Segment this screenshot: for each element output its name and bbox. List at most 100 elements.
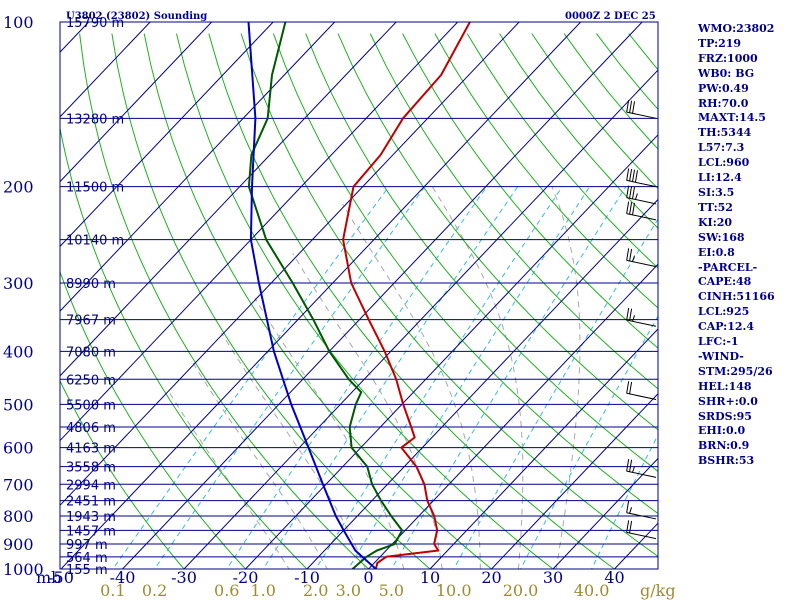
wind-barb-flag [629, 308, 633, 321]
dry-adiabat [272, 33, 658, 515]
plot-background [60, 22, 658, 569]
stat-item: TP:219 [698, 36, 742, 50]
height-labels: 15790 m 13280 m 11500 m 10140 m 8990 m 7967 m… [66, 16, 124, 578]
height-label: 997 m [66, 538, 108, 553]
stat-item: SI:3.5 [698, 185, 735, 199]
stat-item: PW:0.49 [698, 81, 749, 95]
stat-item: TH:5344 [698, 126, 752, 140]
mixing-ratio-unit-label: g/kg [640, 581, 676, 600]
isotherm-line [429, 328, 658, 569]
wind-barb-flag [629, 248, 633, 262]
mixing-ratio-tick-label: 10.0 [436, 581, 472, 600]
dry-adiabat [369, 33, 658, 390]
pressure-tick-label: 400 [3, 342, 34, 361]
mixing-ratio-line [262, 186, 519, 569]
wind-barb [626, 111, 657, 119]
wind-barb-flag [626, 201, 630, 214]
height-label: 10140 m [66, 234, 124, 249]
dewpoint-trace [247, 22, 404, 569]
wind-barb [626, 319, 657, 327]
height-label: 6250 m [66, 373, 116, 388]
valid-time: 0000Z 2 DEC 25 [565, 11, 656, 22]
dry-adiabat [60, 125, 308, 569]
mixing-ratio-axis: 0.1 0.2 0.6 1.0 2.0 3.0 5.0 10.0 20.0 40.0 [100, 581, 609, 600]
wind-barb-flag [629, 459, 633, 472]
dry-adiabat [60, 379, 185, 569]
pressure-tick-label: 1000 [3, 560, 44, 579]
isotherm-line [122, 22, 643, 569]
pressure-tick-label: 600 [3, 439, 34, 458]
wind-barbs [626, 100, 657, 540]
height-label: 1943 m [66, 510, 116, 525]
wind-barb-flag [626, 168, 630, 181]
isotherm-line [60, 22, 336, 312]
stat-item: EI:0.8 [698, 245, 735, 259]
stat-item: LCL:960 [698, 156, 750, 170]
moist-adiabat [342, 203, 481, 569]
dry-adiabat [337, 33, 658, 431]
height-label: 5500 m [66, 398, 116, 413]
moist-adiabat [167, 389, 290, 569]
stat-item: SW:168 [698, 230, 745, 244]
pressure-tick-label: 800 [3, 507, 34, 526]
moist-adiabat [431, 186, 524, 569]
wind-barb-flag [629, 381, 633, 395]
wind-barb [626, 213, 657, 221]
isotherm-line [60, 22, 397, 377]
wind-barb-flag [629, 186, 633, 199]
wind-barb [626, 392, 657, 401]
wind-barb [626, 470, 657, 478]
moist-adiabat [254, 298, 405, 569]
wind-barb [626, 259, 657, 268]
stat-item: CAP:12.4 [698, 320, 755, 334]
wind-barb-flag [629, 168, 633, 182]
mixing-ratio-tick-label: 40.0 [574, 581, 610, 600]
stat-item: LCL:925 [698, 305, 750, 319]
mixing-ratio-line [112, 186, 390, 569]
wind-barb-flag [632, 101, 636, 114]
wind-barb-flag [632, 466, 635, 473]
pressure-tick-label: 900 [3, 535, 34, 554]
pressure-tick-label: 700 [3, 475, 34, 494]
moist-adiabat [551, 186, 581, 569]
isotherm-line [60, 22, 274, 248]
wind-barb-flag [629, 202, 633, 215]
wind-barb-flag [629, 520, 633, 534]
stat-item: BRN:0.9 [698, 439, 750, 453]
dry-adiabat [79, 33, 370, 569]
wind-barb-flag [626, 520, 630, 533]
stat-item: STM:295/26 [698, 364, 773, 378]
height-label: 2451 m [66, 495, 116, 510]
stat-item: KI:20 [698, 215, 733, 229]
temperature-tick-label: 30 [543, 568, 563, 587]
temperature-tick-label: 10 [420, 568, 440, 587]
wind-barb [626, 531, 657, 540]
temperature-tick-label: 20 [481, 568, 501, 587]
dry-adiabats [60, 33, 658, 569]
stability-indices-panel: WMO:23802 TP:219 FRZ:1000 WB0: BG PW:0.49 RH:… [698, 22, 798, 469]
height-label: 155 m [66, 563, 108, 578]
mixing-ratio-tick-label: 20.0 [503, 581, 539, 600]
height-label: 564 m [66, 551, 108, 566]
stat-item: LFC:-1 [698, 335, 739, 349]
wind-barb-flag [626, 100, 630, 113]
height-label: 1457 m [66, 524, 116, 539]
wind-barb-flag [626, 307, 630, 321]
temperature-tick-label: 0 [363, 568, 373, 587]
wind-barb-flag [626, 248, 630, 261]
stat-item: -PARCEL- [698, 260, 758, 274]
isotherm-line [60, 22, 151, 118]
wind-barb-flag [629, 507, 633, 514]
mixing-ratio-tick-label: 1.0 [250, 581, 275, 600]
mixing-ratio-tick-label: 0.2 [142, 581, 167, 600]
mixing-ratio-line [315, 186, 563, 569]
mixing-ratio-tick-label: 2.0 [303, 581, 328, 600]
height-label: 7967 m [66, 314, 116, 329]
wind-barb-flag [632, 255, 635, 262]
pressure-unit-label: mb [36, 568, 61, 587]
stat-item: EHI:0.0 [698, 424, 746, 438]
stat-item: SRDS:95 [698, 409, 752, 423]
pressure-tick-label: 300 [3, 274, 34, 293]
stat-item: TT:52 [698, 200, 733, 214]
